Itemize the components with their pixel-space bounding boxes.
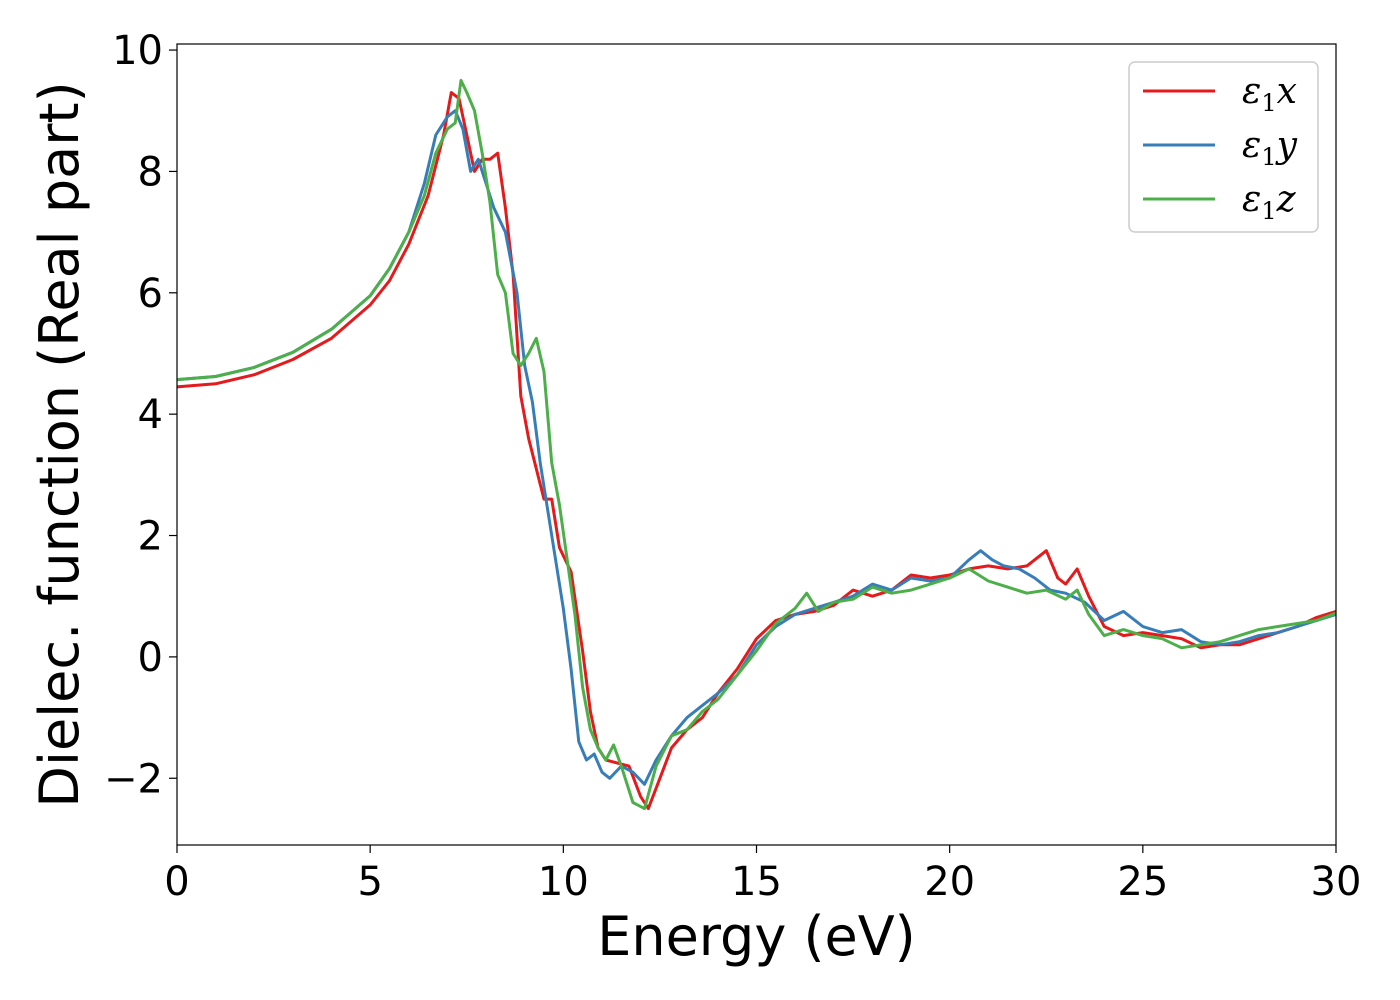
legend-label-z: ε1z xyxy=(1242,179,1297,225)
y-tick-label: 2 xyxy=(138,514,163,560)
x-tick-label: 30 xyxy=(1311,859,1362,905)
x-axis-ticks: 0 5 10 15 20 25 30 xyxy=(164,845,1361,905)
legend: ε1x ε1y ε1z xyxy=(1128,61,1319,233)
y-tick-label: −2 xyxy=(104,756,163,802)
x-tick-label: 25 xyxy=(1117,859,1168,905)
x-tick-label: 0 xyxy=(164,859,189,905)
x-axis-title: Energy (eV) xyxy=(597,905,916,968)
series-line-y xyxy=(176,109,1337,786)
series-layer xyxy=(176,78,1337,811)
x-tick-label: 5 xyxy=(357,859,382,905)
x-tick-label: 10 xyxy=(538,859,589,905)
x-tick-label: 15 xyxy=(731,859,782,905)
y-tick-label: 8 xyxy=(138,149,163,195)
legend-label-y: ε1y xyxy=(1242,125,1298,171)
series-line-z xyxy=(176,78,1337,811)
y-tick-label: 6 xyxy=(138,271,163,317)
x-tick-label: 20 xyxy=(924,859,975,905)
y-tick-label: 0 xyxy=(138,635,163,681)
y-tick-label: 4 xyxy=(138,392,163,438)
legend-box xyxy=(1128,61,1319,233)
y-tick-label: 10 xyxy=(112,28,163,74)
y-axis-ticks: −2 0 2 4 6 8 10 xyxy=(104,28,177,802)
y-axis-title: Dielec. function (Real part) xyxy=(28,81,91,807)
legend-label-x: ε1x xyxy=(1242,71,1297,117)
